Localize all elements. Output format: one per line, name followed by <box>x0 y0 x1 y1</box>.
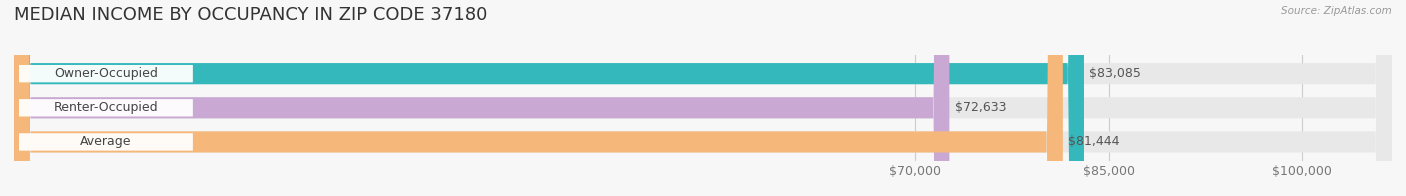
FancyBboxPatch shape <box>20 99 193 116</box>
Text: $83,085: $83,085 <box>1090 67 1142 80</box>
FancyBboxPatch shape <box>14 0 1392 196</box>
Text: Average: Average <box>80 135 132 148</box>
FancyBboxPatch shape <box>14 0 1392 196</box>
Text: Renter-Occupied: Renter-Occupied <box>53 101 159 114</box>
FancyBboxPatch shape <box>14 0 1084 196</box>
FancyBboxPatch shape <box>20 65 193 82</box>
Text: $81,444: $81,444 <box>1069 135 1119 148</box>
FancyBboxPatch shape <box>14 0 949 196</box>
Text: $72,633: $72,633 <box>955 101 1007 114</box>
FancyBboxPatch shape <box>20 133 193 151</box>
Text: Owner-Occupied: Owner-Occupied <box>53 67 157 80</box>
Text: Source: ZipAtlas.com: Source: ZipAtlas.com <box>1281 6 1392 16</box>
Text: MEDIAN INCOME BY OCCUPANCY IN ZIP CODE 37180: MEDIAN INCOME BY OCCUPANCY IN ZIP CODE 3… <box>14 6 488 24</box>
FancyBboxPatch shape <box>14 0 1063 196</box>
FancyBboxPatch shape <box>14 0 1392 196</box>
